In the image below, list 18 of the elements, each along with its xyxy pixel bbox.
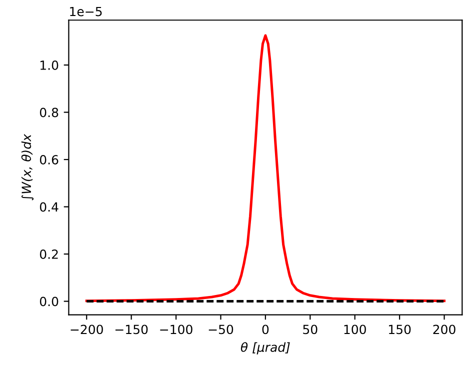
x-tick-label: 100 [344, 324, 366, 334]
x-tick-label: 150 [389, 324, 411, 334]
y-axis-title: ∫W(x, θ)dx [21, 134, 34, 200]
text: 1e−5 [70, 6, 102, 16]
x-tick-label: −150 [115, 324, 148, 334]
y-tick-label: 1.0 [40, 60, 58, 70]
x-tick-label: −50 [208, 324, 234, 334]
x-axis-title: θ [μrad] [240, 342, 290, 354]
x-tick-label: 200 [433, 324, 456, 334]
y-tick-label: 0.0 [40, 296, 58, 306]
y-tick-label: 0.8 [40, 108, 58, 118]
x-tick-label: −100 [160, 324, 192, 334]
x-tick-label: 50 [303, 324, 318, 334]
y-tick-label: 0.2 [40, 250, 58, 259]
y-tick-label: 0.4 [40, 202, 58, 212]
x-tick-label: 0 [262, 324, 269, 334]
x-tick-label: −200 [70, 324, 103, 334]
y-tick-label: 0.6 [40, 155, 58, 164]
